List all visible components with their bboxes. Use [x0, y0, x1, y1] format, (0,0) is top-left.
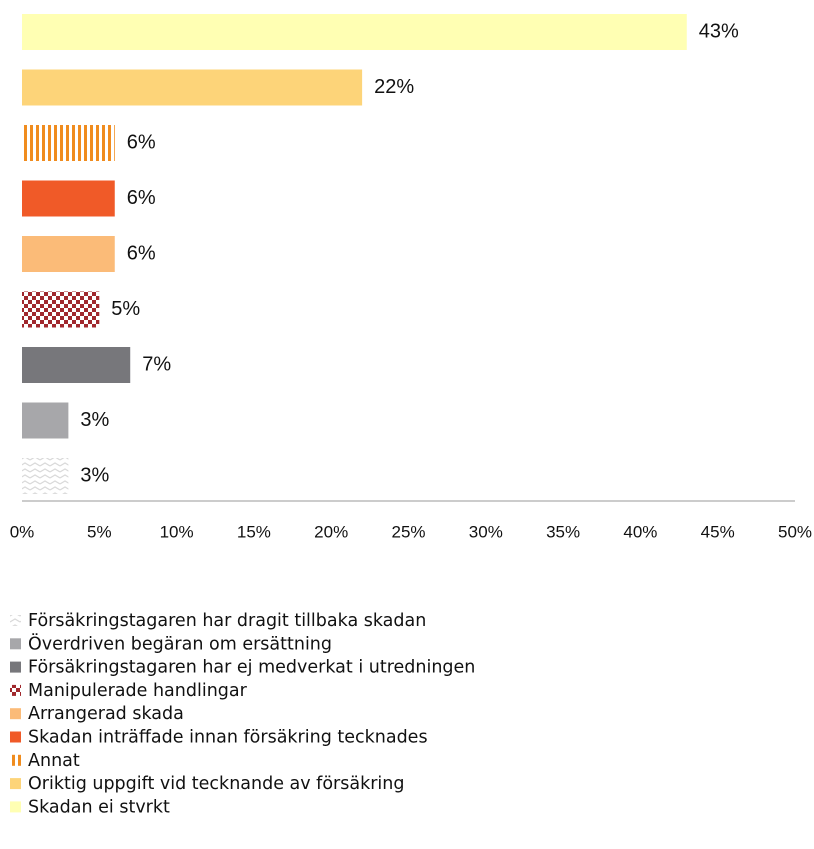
- x-tick-label: 50%: [778, 522, 812, 541]
- x-tick-label: 0%: [10, 522, 35, 541]
- legend-swatch: [10, 615, 21, 626]
- bar: [22, 236, 115, 272]
- value-label: 43%: [699, 20, 739, 42]
- value-label: 22%: [374, 76, 414, 98]
- x-tick-label: 20%: [314, 522, 348, 541]
- value-label: 6%: [127, 187, 156, 209]
- legend-label: Annat: [28, 751, 80, 771]
- bar: [22, 291, 100, 328]
- legend-swatch: [10, 754, 21, 766]
- x-tick-label: 40%: [623, 522, 657, 541]
- legend-label: Skadan ei stvrkt: [28, 797, 170, 817]
- legend-swatch: [10, 638, 21, 650]
- value-label: 3%: [80, 464, 109, 486]
- x-tick-label: 35%: [546, 522, 580, 541]
- legend-swatch: [10, 684, 21, 696]
- x-tick-label: 15%: [237, 522, 271, 541]
- legend-swatch: [10, 661, 21, 673]
- legend-swatch: [10, 778, 21, 790]
- legend-label: Försäkringstagaren har dragit tillbaka s…: [28, 611, 426, 631]
- bar: [22, 458, 69, 494]
- legend-label: Manipulerade handlingar: [28, 681, 248, 701]
- legend-label: Överdriven begäran om ersättning: [28, 632, 332, 654]
- bar: [22, 347, 131, 383]
- bar: [22, 69, 363, 106]
- legend-swatch: [10, 708, 21, 720]
- bar: [22, 14, 687, 50]
- value-label: 7%: [142, 353, 171, 375]
- x-tick-label: 30%: [469, 522, 503, 541]
- legend-label: Arrangerad skada: [28, 704, 184, 724]
- legend-swatch: [10, 801, 21, 813]
- legend-label: Försäkringstagaren har ej medverkat i ut…: [28, 658, 475, 678]
- x-tick-label: 25%: [391, 522, 425, 541]
- x-tick-label: 45%: [701, 522, 735, 541]
- value-label: 6%: [127, 131, 156, 153]
- legend-label: Skadan inträffade innan försäkring teckn…: [28, 728, 428, 748]
- value-label: 6%: [127, 242, 156, 264]
- x-tick-label: 10%: [160, 522, 194, 541]
- value-label: 5%: [111, 298, 140, 320]
- bar: [22, 125, 115, 161]
- bar: [22, 180, 115, 217]
- legend-swatch: [10, 731, 21, 743]
- value-label: 3%: [80, 409, 109, 431]
- bar: [22, 402, 69, 439]
- legend-label: Oriktig uppgift vid tecknande av försäkr…: [28, 774, 404, 794]
- x-tick-label: 5%: [87, 522, 112, 541]
